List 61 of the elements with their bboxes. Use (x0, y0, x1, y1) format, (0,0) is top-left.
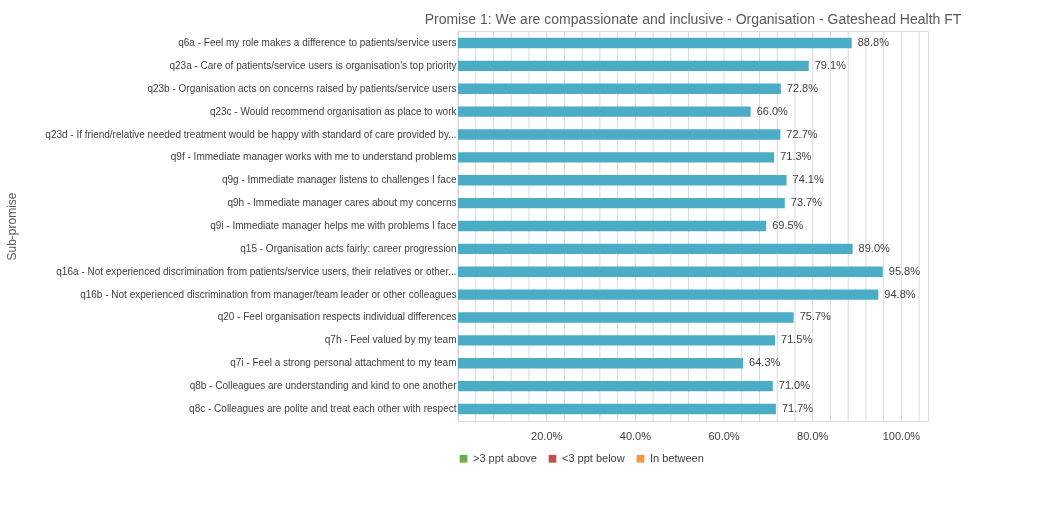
data-label: 75.7% (799, 310, 832, 323)
x-tick-label: 40.0% (619, 430, 652, 442)
data-label: 71.0% (778, 379, 811, 392)
bar (458, 266, 883, 277)
x-tick-label: 80.0% (797, 430, 829, 442)
data-label: 72.7% (786, 127, 818, 140)
bar (458, 312, 794, 323)
y-tick-label: q9i - Immediate manager helps me with problems I face (210, 220, 457, 231)
data-label: 79.1% (814, 58, 847, 71)
data-label: 71.3% (780, 150, 812, 163)
bar (458, 83, 781, 94)
bar (458, 106, 751, 117)
data-label: 95.8% (888, 264, 921, 277)
data-label: 73.7% (790, 196, 823, 209)
y-tick-label: q23a - Care of patients/service users is organisation's top priority (169, 59, 457, 71)
bar (458, 60, 809, 72)
data-label: 88.8% (857, 36, 890, 49)
bar (458, 220, 767, 232)
chart-title: Promise 1: We are compassionate and inclusive - Organisation - Gateshead Health FT (424, 10, 962, 27)
y-tick-label: q16b - Not experienced discrimination from manager/team leader or other colleagues (80, 288, 457, 300)
y-tick-label: q8b - Colleagues are understanding and kind to one another (189, 380, 458, 392)
y-tick-label: q9h - Immediate manager cares about my concerns (227, 197, 457, 209)
data-label: 64.3% (749, 356, 781, 369)
y-tick-label: q9g - Immediate manager listens to challenges I face (221, 174, 457, 186)
legend-label: In between (650, 451, 704, 464)
bar (458, 335, 776, 346)
x-tick-label: 100.0% (882, 430, 921, 442)
y-tick-label: q23c - Would recommend organisation as place to work (209, 105, 458, 117)
y-tick-label: q7h - Feel valued by my team (324, 334, 457, 346)
y-tick-label: q7i - Feel a strong personal attachment to my team (230, 357, 457, 369)
bar (458, 152, 775, 163)
data-label: 66.0% (756, 104, 789, 117)
bar (458, 197, 785, 209)
y-tick-label: q9f - Immediate manager works with me to understand problems (170, 151, 457, 163)
legend-label: <3 ppt below (562, 451, 625, 464)
legend-label: >3 ppt above (473, 451, 537, 464)
bar (458, 243, 853, 255)
y-axis-title: Sub-promise (4, 192, 19, 261)
bar (458, 403, 776, 415)
bar (458, 37, 852, 49)
y-tick-label: q23d - If friend/relative needed treatment would be happy with standard of care provided by... (45, 128, 457, 140)
x-tick-label: 60.0% (708, 430, 740, 442)
bar (458, 175, 787, 186)
bar (458, 289, 879, 300)
data-label: 89.0% (858, 241, 891, 254)
data-label: 94.8% (884, 287, 916, 300)
data-label: 71.7% (781, 401, 814, 414)
bar (458, 380, 773, 392)
y-tick-label: q8c - Colleagues are polite and treat each other with respect (189, 402, 457, 414)
bar (458, 358, 744, 369)
bar (458, 129, 781, 140)
y-tick-label: q16a - Not experienced discrimination from patients/service users, their relatives or other... (56, 265, 457, 277)
data-label: 72.8% (786, 81, 819, 94)
y-tick-label: q20 - Feel organisation respects individual differences (217, 311, 457, 323)
data-label: 69.5% (772, 219, 804, 231)
x-tick-label: 20.0% (531, 430, 563, 442)
data-label: 71.5% (781, 333, 813, 346)
y-tick-label: q15 - Organisation acts fairly: career progression (240, 242, 457, 254)
y-tick-label: q23b - Organisation acts on concerns raised by patients/service users (147, 82, 457, 94)
y-tick-label: q6a - Feel my role makes a difference to patients/service users (178, 37, 457, 49)
data-label: 74.1% (792, 173, 824, 186)
